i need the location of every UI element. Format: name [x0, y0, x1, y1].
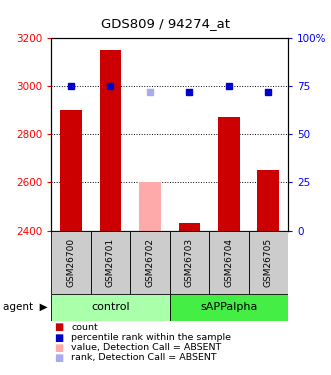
- Bar: [91, 231, 130, 294]
- Text: control: control: [91, 303, 130, 312]
- Text: GDS809 / 94274_at: GDS809 / 94274_at: [101, 17, 230, 30]
- Bar: [178, 224, 200, 231]
- Text: sAPPalpha: sAPPalpha: [200, 303, 258, 312]
- Text: agent  ▶: agent ▶: [3, 303, 48, 312]
- Text: count: count: [71, 323, 98, 332]
- Text: rank, Detection Call = ABSENT: rank, Detection Call = ABSENT: [71, 353, 217, 362]
- Text: GSM26703: GSM26703: [185, 238, 194, 287]
- Bar: [209, 231, 249, 294]
- Bar: [218, 117, 240, 231]
- Bar: [130, 231, 169, 294]
- Text: GSM26702: GSM26702: [145, 238, 155, 287]
- Bar: [258, 170, 279, 231]
- Bar: [169, 231, 209, 294]
- Text: GSM26700: GSM26700: [67, 238, 75, 287]
- Text: GSM26704: GSM26704: [224, 238, 233, 287]
- Bar: [60, 110, 82, 231]
- Bar: [51, 294, 169, 321]
- Text: value, Detection Call = ABSENT: value, Detection Call = ABSENT: [71, 343, 221, 352]
- Text: ■: ■: [55, 333, 64, 342]
- Text: ■: ■: [55, 353, 64, 363]
- Bar: [169, 294, 288, 321]
- Text: GSM26705: GSM26705: [264, 238, 273, 287]
- Bar: [139, 182, 161, 231]
- Bar: [249, 231, 288, 294]
- Bar: [51, 231, 91, 294]
- Text: percentile rank within the sample: percentile rank within the sample: [71, 333, 231, 342]
- Text: ■: ■: [55, 343, 64, 352]
- Text: GSM26701: GSM26701: [106, 238, 115, 287]
- Bar: [100, 50, 121, 231]
- Text: ■: ■: [55, 322, 64, 332]
